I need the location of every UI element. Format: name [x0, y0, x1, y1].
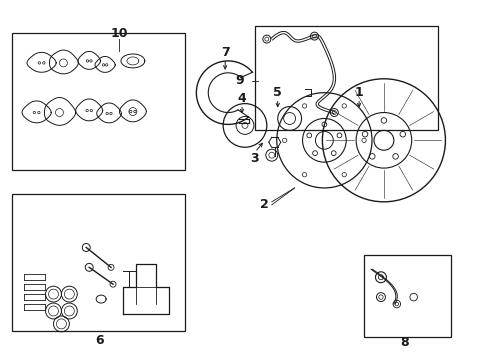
Text: 9: 9 — [235, 74, 244, 87]
Text: 3: 3 — [250, 152, 259, 165]
Text: 2: 2 — [260, 198, 269, 211]
Text: 5: 5 — [273, 86, 282, 99]
Bar — [364, 255, 450, 337]
Text: 1: 1 — [354, 86, 363, 99]
Bar — [12, 194, 185, 331]
Text: 7: 7 — [220, 46, 229, 59]
Text: 4: 4 — [237, 92, 246, 105]
Bar — [254, 26, 438, 130]
Text: 10: 10 — [110, 27, 127, 40]
Text: 6: 6 — [95, 334, 103, 347]
Text: 8: 8 — [400, 336, 408, 349]
Bar — [12, 33, 185, 170]
